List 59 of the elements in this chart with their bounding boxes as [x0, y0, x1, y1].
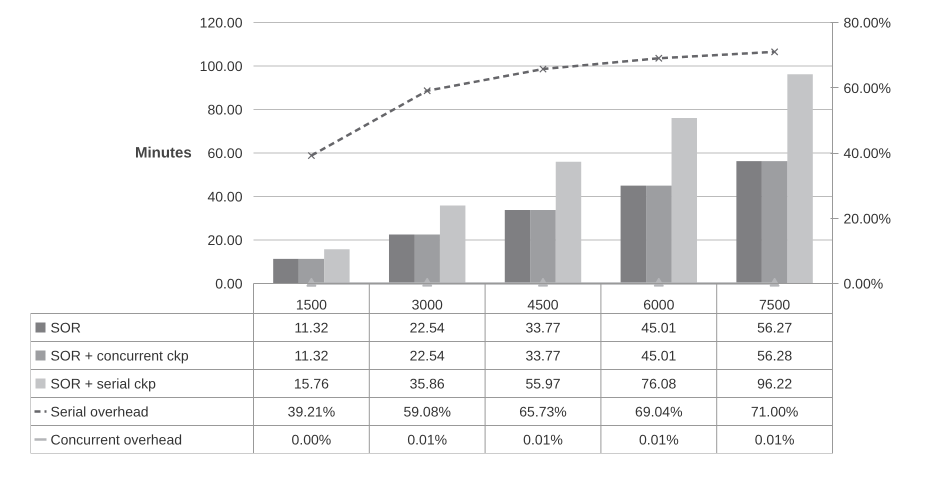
- y-axis-title: Minutes: [135, 144, 192, 162]
- x-tick-label: 7500: [759, 296, 790, 312]
- y2-tick-label: 60.00%: [844, 80, 891, 96]
- data-label: 0.01%: [523, 432, 563, 448]
- y-tick-label: 40.00: [207, 188, 243, 204]
- data-label: 56.27: [757, 320, 792, 336]
- data-label: 22.54: [410, 320, 445, 336]
- y2-tick-label: 0.00%: [844, 276, 884, 292]
- data-label: 55.97: [525, 376, 561, 392]
- bar: [736, 161, 762, 284]
- data-label: 15.76: [294, 376, 330, 392]
- x-tick-label: 4500: [527, 296, 559, 312]
- data-label: 56.28: [757, 348, 792, 364]
- x-tick-label: 6000: [643, 296, 675, 312]
- data-label: 0.00%: [292, 432, 332, 448]
- data-label: 22.54: [410, 348, 445, 364]
- data-label: 11.32: [294, 348, 329, 364]
- y2-tick-label: 40.00%: [844, 145, 891, 161]
- data-label: 39.21%: [288, 404, 336, 420]
- legend-label: SOR + serial ckp: [50, 376, 156, 392]
- point: [423, 86, 431, 95]
- data-label: 65.73%: [519, 404, 567, 420]
- y-tick-label: 20.00: [207, 232, 243, 248]
- point: [655, 54, 663, 62]
- bar: [620, 186, 646, 284]
- data-label: 96.22: [757, 376, 792, 392]
- legend-label: Concurrent overhead: [50, 432, 182, 448]
- y-tick-label: 80.00: [207, 102, 243, 118]
- legend-label: SOR + concurrent ckp: [50, 348, 189, 364]
- data-label: 0.01%: [754, 432, 794, 448]
- x-tick-label: 1500: [296, 296, 328, 312]
- legend-label: SOR: [50, 320, 81, 336]
- data-label: 76.08: [641, 376, 677, 392]
- data-label: 45.01: [641, 348, 677, 364]
- data-label: 59.08%: [403, 404, 451, 420]
- data-label: 71.00%: [750, 404, 798, 420]
- bar: [324, 249, 350, 284]
- data-label: 11.32: [294, 320, 329, 336]
- data-label: 35.86: [410, 376, 445, 392]
- point: [308, 152, 316, 160]
- y-tick-label: 120.00: [200, 14, 243, 30]
- bar: [273, 258, 299, 284]
- point: [770, 48, 778, 56]
- y-tick-label: 60.00: [207, 145, 243, 161]
- data-label: 0.01%: [407, 432, 448, 448]
- data-label: 0.01%: [638, 432, 679, 448]
- bar: [388, 234, 414, 284]
- data-label: 45.01: [641, 320, 677, 336]
- y2-tick-label: 80.00%: [844, 14, 891, 30]
- point: [539, 65, 547, 73]
- legend-label: Serial overhead: [50, 404, 149, 420]
- data-label: 33.77: [525, 320, 561, 336]
- data-label: 69.04%: [635, 404, 683, 420]
- y-tick-label: 0.00: [215, 276, 243, 292]
- y2-tick-label: 20.00%: [844, 210, 891, 226]
- data-label: 33.77: [525, 348, 561, 364]
- x-tick-label: 3000: [412, 296, 443, 312]
- y-tick-label: 100.00: [200, 58, 243, 74]
- bar: [504, 210, 530, 284]
